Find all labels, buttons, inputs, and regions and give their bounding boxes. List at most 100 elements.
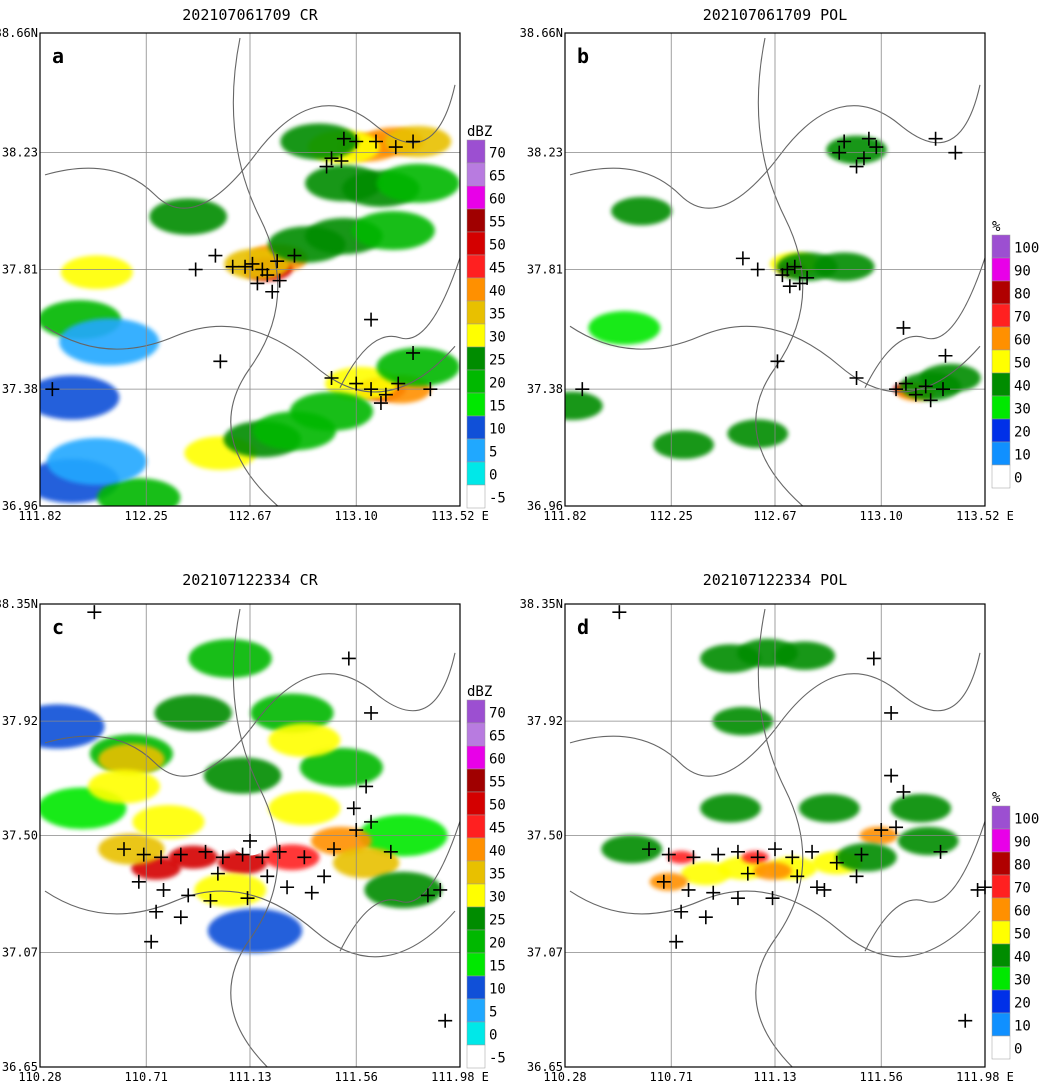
lightning-mark bbox=[364, 382, 379, 397]
legend-label: 80 bbox=[1014, 287, 1031, 303]
lightning-mark bbox=[280, 880, 295, 895]
lightning-mark bbox=[334, 153, 349, 168]
lightning-mark bbox=[213, 354, 228, 369]
echo-cell bbox=[798, 794, 860, 823]
lightning-mark bbox=[750, 262, 765, 277]
lightning-mark bbox=[575, 382, 590, 397]
legend-swatch bbox=[466, 745, 486, 770]
legend-label: 20 bbox=[1014, 996, 1031, 1012]
panel-c: 202107122334 CR c 110.28 110.71 111.13 111.56… bbox=[0, 571, 506, 1084]
plot-frame bbox=[39, 603, 461, 1068]
legend-swatch bbox=[466, 998, 486, 1023]
lightning-mark bbox=[235, 847, 250, 862]
lightning-mark bbox=[154, 850, 169, 865]
echo-cell bbox=[813, 252, 875, 281]
echo-cell bbox=[299, 747, 384, 787]
lightning-mark bbox=[861, 131, 876, 146]
boundary-line bbox=[230, 608, 279, 1067]
legend-label: 70 bbox=[1014, 310, 1031, 326]
lightning-mark bbox=[856, 151, 871, 166]
legend-swatch bbox=[466, 254, 486, 279]
lightning-mark bbox=[874, 823, 889, 838]
x-tick-label: 111.98 E bbox=[956, 1070, 1014, 1084]
x-tick-label: 110.28 bbox=[18, 1070, 61, 1084]
lightning-mark bbox=[210, 866, 225, 881]
echo-cell bbox=[97, 478, 181, 506]
y-tick-label: 38.35N bbox=[520, 597, 563, 611]
lightning-mark bbox=[869, 140, 884, 155]
lightning-mark bbox=[144, 934, 159, 949]
boundary-line bbox=[569, 890, 981, 958]
lightning-mark bbox=[369, 134, 383, 149]
y-tick-label: 36.96 bbox=[527, 499, 563, 513]
lightning-mark bbox=[770, 354, 785, 369]
lightning-mark bbox=[225, 259, 240, 274]
lightning-mark bbox=[136, 847, 151, 862]
legend-swatch bbox=[991, 395, 1011, 420]
lightning-mark bbox=[243, 833, 257, 848]
legend-swatch bbox=[466, 791, 486, 816]
legend-swatch bbox=[991, 851, 1011, 876]
legend-label: 100 bbox=[1014, 812, 1039, 828]
y-tick-label: 38.35N bbox=[0, 597, 38, 611]
lightning-mark bbox=[270, 254, 285, 269]
echo-cell bbox=[40, 704, 105, 749]
x-tick-label: 110.71 bbox=[650, 1070, 693, 1084]
lightning-mark bbox=[378, 387, 393, 402]
legend-swatch bbox=[991, 920, 1011, 945]
legend-swatch bbox=[991, 1012, 1011, 1037]
legend-swatch bbox=[991, 805, 1011, 830]
lightning-mark bbox=[849, 869, 864, 884]
lightning-mark bbox=[319, 159, 334, 174]
y-tick-label: 37.07 bbox=[527, 946, 563, 960]
legend-swatch bbox=[466, 415, 486, 440]
lightning-mark bbox=[928, 131, 943, 146]
lightning-mark bbox=[896, 320, 911, 335]
x-tick-label: 113.52 E bbox=[431, 509, 489, 523]
lightning-mark bbox=[933, 844, 948, 859]
echo-cell bbox=[268, 791, 341, 826]
y-tick-label: 38.23 bbox=[527, 146, 563, 160]
lightning-mark bbox=[866, 651, 881, 666]
legend-swatch bbox=[466, 208, 486, 233]
lightning-mark bbox=[832, 145, 847, 160]
y-tick-label: 37.81 bbox=[527, 263, 563, 277]
lightning-mark bbox=[265, 284, 280, 299]
lightning-mark bbox=[889, 382, 904, 397]
echo-cell bbox=[132, 805, 205, 839]
legend-swatch bbox=[991, 464, 1011, 489]
y-tick-label: 37.50 bbox=[2, 829, 38, 843]
legend-label: 70 bbox=[489, 146, 506, 162]
y-tick-label: 37.81 bbox=[2, 263, 38, 277]
echo-cell bbox=[611, 196, 672, 226]
legend-swatch bbox=[466, 231, 486, 256]
lightning-marks bbox=[612, 605, 992, 1028]
lightning-mark bbox=[884, 705, 899, 720]
lightning-mark bbox=[349, 376, 364, 391]
legend-swatch bbox=[466, 323, 486, 348]
lightning-mark bbox=[364, 705, 379, 720]
echo-cell bbox=[836, 843, 897, 872]
echo-field bbox=[40, 37, 460, 506]
legend-label: 60 bbox=[1014, 904, 1031, 920]
echo-cell bbox=[154, 694, 232, 732]
echo-cell bbox=[700, 794, 761, 823]
lightning-mark bbox=[87, 605, 102, 620]
legend-label: 20 bbox=[489, 376, 506, 392]
legend-swatch bbox=[991, 828, 1011, 853]
lightning-mark bbox=[775, 268, 790, 283]
y-tick-label: 37.92 bbox=[2, 714, 38, 728]
lightning-mark bbox=[406, 134, 421, 149]
legend-swatch bbox=[991, 897, 1011, 922]
panel-title: 202107061709 CR bbox=[182, 6, 318, 24]
x-tick-label: 111.56 bbox=[860, 1070, 903, 1084]
legend-label: 40 bbox=[489, 844, 506, 860]
panel-title: 202107122334 POL bbox=[703, 571, 848, 589]
lightning-mark bbox=[208, 248, 223, 263]
x-tick-label: 110.28 bbox=[543, 1070, 586, 1084]
legend-label: 90 bbox=[1014, 264, 1031, 280]
legend-swatch bbox=[466, 929, 486, 954]
